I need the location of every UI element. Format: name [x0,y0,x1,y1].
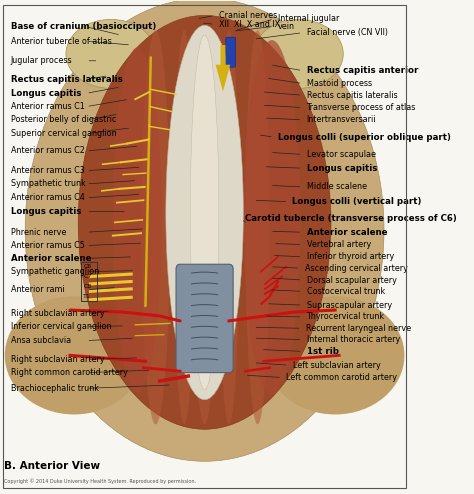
Text: Brachiocephalic trunk: Brachiocephalic trunk [11,384,99,393]
Text: Dorsal scapular artery: Dorsal scapular artery [307,276,396,285]
Text: Sympathetic trunk: Sympathetic trunk [11,179,86,188]
Text: Costocervical trunk: Costocervical trunk [307,287,385,296]
Text: Internal thoracic artery: Internal thoracic artery [307,335,400,344]
Ellipse shape [78,15,331,429]
Text: 1st rib: 1st rib [307,347,338,356]
Text: Anterior rami: Anterior rami [11,286,64,294]
Ellipse shape [254,19,343,88]
Text: Longus colli (vertical part): Longus colli (vertical part) [292,197,422,206]
Text: vein: vein [278,22,295,31]
Text: T1: T1 [83,294,91,299]
Ellipse shape [246,30,270,424]
Text: Cranial nerves: Cranial nerves [219,11,277,20]
Ellipse shape [219,30,239,424]
Ellipse shape [152,15,257,75]
Text: Left common carotid artery: Left common carotid artery [286,373,397,382]
Bar [82,262,97,301]
Text: Ansa subclavia: Ansa subclavia [11,336,71,345]
FancyBboxPatch shape [176,264,233,372]
Text: Inferior cervical ganglion: Inferior cervical ganglion [11,322,111,331]
Text: Anterior ramus C2: Anterior ramus C2 [11,146,85,156]
Text: Inferior thyroid artery: Inferior thyroid artery [307,252,394,261]
Text: Levator scapulae: Levator scapulae [307,150,375,159]
Ellipse shape [113,47,162,392]
Text: Transverse process of atlas: Transverse process of atlas [307,103,416,112]
Ellipse shape [191,35,219,390]
Text: Posterior belly of digastric: Posterior belly of digastric [11,116,116,124]
Text: Rectus capitis lateralis: Rectus capitis lateralis [307,91,397,100]
Text: Suprascapular artery: Suprascapular artery [307,301,392,310]
FancyArrow shape [216,45,230,91]
Text: Intertransversarii: Intertransversarii [307,116,376,124]
Text: Base of cranium (basiocciput): Base of cranium (basiocciput) [11,22,156,31]
Text: Anterior ramus C3: Anterior ramus C3 [11,166,85,175]
Text: Superior cervical ganglion: Superior cervical ganglion [11,129,117,138]
Text: C7: C7 [83,274,92,279]
Text: Thyrocervical trunk: Thyrocervical trunk [307,312,385,322]
Text: Recurrent laryngeal nerve: Recurrent laryngeal nerve [306,324,411,333]
Ellipse shape [25,0,384,461]
Text: Rectus capitis anterior: Rectus capitis anterior [307,66,418,75]
Text: Anterior ramus C5: Anterior ramus C5 [11,241,85,250]
Text: Anterior ramus C1: Anterior ramus C1 [11,102,85,111]
Text: Jugular process: Jugular process [11,56,73,65]
Text: Facial nerve (CN VII): Facial nerve (CN VII) [307,28,388,37]
Text: Right subclavian artery: Right subclavian artery [11,355,104,364]
Text: Rectus capitis lateralis: Rectus capitis lateralis [11,75,123,84]
Text: Left subclavian artery: Left subclavian artery [292,361,381,370]
Ellipse shape [5,296,144,414]
Text: Longus colli (superior oblique part): Longus colli (superior oblique part) [278,133,451,142]
Text: Copyright © 2014 Duke University Health System. Reproduced by permission.: Copyright © 2014 Duke University Health … [4,478,196,484]
Text: Longus capitis: Longus capitis [11,89,81,98]
Ellipse shape [166,25,243,400]
Text: Anterior ramus C4: Anterior ramus C4 [11,193,85,202]
Text: C8: C8 [83,284,92,289]
Text: Carotid tubercle (transverse process of C6): Carotid tubercle (transverse process of … [246,214,457,223]
Text: Anterior scalene: Anterior scalene [11,254,91,263]
Text: Mastoid process: Mastoid process [307,79,372,88]
Text: XII  XI  X and IX: XII XI X and IX [219,20,280,29]
Text: Anterior tubercle of atlas: Anterior tubercle of atlas [11,37,112,45]
FancyBboxPatch shape [226,37,236,67]
Text: Longus capitis: Longus capitis [11,207,81,216]
Ellipse shape [141,30,170,424]
Text: Sympathetic ganglion: Sympathetic ganglion [11,267,99,276]
Ellipse shape [243,40,301,395]
Text: Right common carotid artery: Right common carotid artery [11,368,128,377]
Text: Vertebral artery: Vertebral artery [307,240,371,249]
Text: Longus capitis: Longus capitis [307,164,377,173]
Text: Internal jugular: Internal jugular [278,14,339,23]
Ellipse shape [192,30,217,424]
Text: Ascending cervical artery: Ascending cervical artery [304,264,407,273]
Text: Middle scalene: Middle scalene [307,182,366,191]
Ellipse shape [266,296,404,414]
Ellipse shape [66,19,155,88]
Text: Right subclavian artery: Right subclavian artery [11,309,104,318]
Text: B. Anterior View: B. Anterior View [4,461,100,471]
Ellipse shape [174,30,194,424]
Text: Phrenic nerve: Phrenic nerve [11,228,66,237]
Text: C6: C6 [83,264,92,269]
Text: Anterior scalene: Anterior scalene [307,228,387,237]
